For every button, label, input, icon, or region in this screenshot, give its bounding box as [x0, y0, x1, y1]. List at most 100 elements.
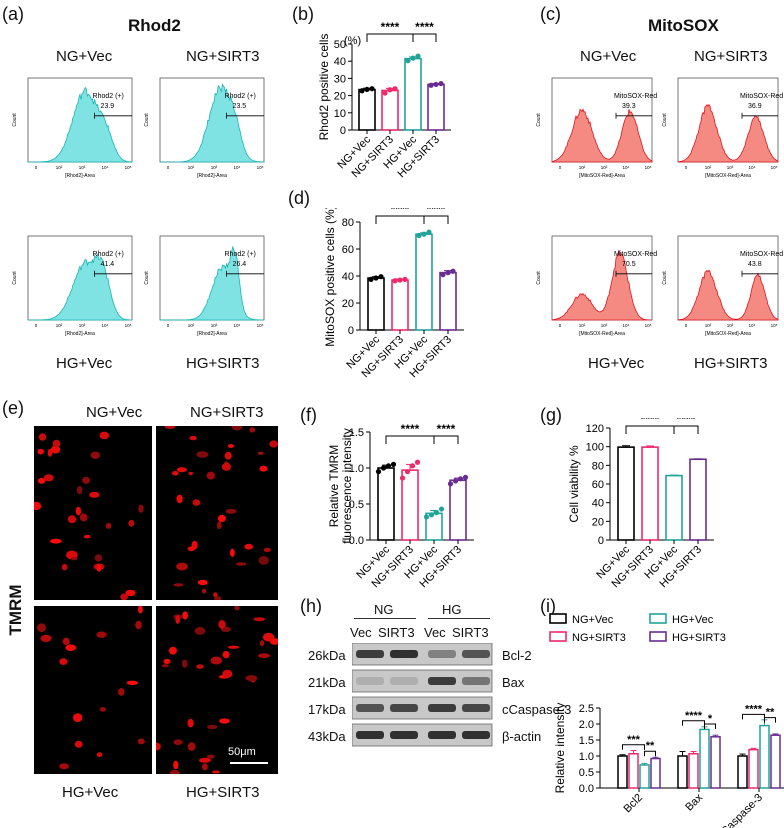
cell: [43, 474, 54, 482]
wb-group-ng: NG: [374, 602, 394, 617]
cell: [51, 445, 61, 454]
significance-bracket: [673, 425, 699, 434]
data-point: [445, 270, 451, 276]
cell: [253, 617, 266, 622]
x-tick-label: Bcl2: [621, 792, 645, 816]
cell: [38, 433, 47, 441]
cell: [218, 620, 226, 629]
wb-protein-3: cCaspase-3: [502, 702, 572, 717]
data-point: [438, 506, 445, 512]
data-point: [392, 86, 398, 92]
a-label-hg-sirt3: HG+SIRT3: [186, 355, 260, 372]
y-axis-label: Cell viability %: [567, 445, 581, 523]
significance-bracket: [644, 750, 656, 757]
bar-ng-sirt3: [401, 469, 419, 541]
y-tick-label: 0: [348, 325, 354, 337]
mitosox-title: MitoSOX: [648, 16, 719, 35]
data-point: [438, 80, 444, 87]
cell: [258, 653, 271, 659]
micrograph-ng-sirt3: [156, 426, 278, 600]
cell: [126, 680, 139, 685]
cell: [90, 451, 100, 459]
cell: [73, 713, 83, 722]
histogram-x-label: [MitoSOX-Red]-Area: [579, 173, 625, 179]
y-tick-label: 80: [592, 460, 604, 472]
histogram-tick-label: 10⁵: [257, 323, 264, 328]
panel-b-label: (b): [292, 4, 314, 24]
micrograph-hg-sirt3: [156, 606, 278, 774]
cell: [259, 465, 268, 472]
wb-ng-line: [354, 618, 416, 619]
rhod2-histogram-ng-vec: Count [Rhod2]-Area Rhod2 (+) 23.9 0 10² 10³ 10⁴…: [12, 77, 133, 179]
histogram-tick-label: 10⁴: [102, 323, 109, 328]
cell: [34, 501, 41, 511]
histogram-tick-label: 10²: [188, 323, 195, 328]
mitosox-histogram-hg-vec: Count [MitoSOX-Red]-Area MitoSOX-Red (+) 70…: [536, 235, 658, 337]
blot-band: [428, 677, 456, 685]
gate-value: 23.9: [101, 103, 115, 110]
cell: [244, 543, 253, 550]
cell: [225, 508, 237, 514]
bar: [699, 728, 710, 789]
data-point: [447, 481, 454, 487]
panel-c-label: (c): [540, 4, 561, 24]
histogram-tick-label: 10²: [579, 165, 586, 170]
cell: [89, 491, 100, 498]
y-tick-label: 40: [592, 498, 604, 510]
rhod2-histogram-ng-sirt3: Count [Rhod2]-Area Rhod2 (+) 23.5 0 10² 10³ 10⁴…: [144, 77, 265, 179]
blot-band: [390, 650, 418, 658]
micrograph-cells: [156, 606, 278, 774]
y-tick-label: 2.0: [579, 719, 594, 731]
western-blot: [352, 643, 493, 747]
gate-label: MitoSOX-Red (+): [614, 93, 658, 100]
wb-lane-1: Vec: [350, 625, 372, 640]
rhod2-histogram-hg-sirt3: Count [Rhod2]-Area Rhod2 (+) 26.4 0 10² 10³ 10⁴…: [144, 235, 265, 337]
histogram-tick-label: 10⁴: [623, 165, 630, 170]
bar: [759, 724, 770, 789]
legend-label: NG+Vec: [572, 614, 614, 626]
histogram-tick-label: 0: [35, 165, 38, 170]
histogram-x-label: [MitoSOX-Red]-Area: [579, 331, 625, 337]
bar-hg-vec: [665, 474, 683, 541]
cell: [234, 606, 240, 611]
data-point: [380, 465, 387, 471]
histogram-tick-label: 0: [559, 165, 562, 170]
legend-label: NG+SIRT3: [572, 632, 626, 644]
bar-ng-vec: [367, 277, 385, 331]
histogram-tick-label: 10⁴: [102, 165, 109, 170]
cell: [269, 440, 278, 448]
y-tick-label: 50: [334, 39, 346, 51]
blot-band: [462, 650, 490, 658]
cell: [258, 556, 269, 565]
cell: [207, 724, 218, 730]
histogram-tick-label: 10⁵: [257, 165, 264, 170]
cell: [196, 451, 209, 458]
cell: [128, 519, 135, 527]
gate-label: Rhod2 (+): [93, 251, 124, 258]
y-tick-label: 0.0: [349, 535, 364, 547]
significance-label: ****: [381, 22, 400, 34]
y-tick-label: 120: [586, 423, 604, 435]
cell: [187, 546, 195, 552]
histogram-tick-label: 0: [167, 323, 170, 328]
histogram-tick-label: 0: [35, 323, 38, 328]
panel-h-label: (h): [300, 596, 322, 616]
data-point: [423, 514, 430, 520]
cell: [163, 658, 171, 664]
significance-bracket: [366, 33, 414, 42]
cell: [175, 615, 180, 624]
y-tick-label: 20: [334, 91, 346, 103]
blot-band: [428, 731, 456, 739]
blot-band: [428, 704, 456, 712]
significance-label: ***: [627, 734, 641, 746]
gate-label: Rhod2 (+): [93, 93, 124, 100]
legend-label: HG+SIRT3: [672, 632, 726, 644]
micrograph-cells: [37, 606, 145, 770]
cell: [182, 659, 188, 668]
x-tick-label: cCaspase-3: [715, 792, 765, 828]
y-axis-label: MitoSOX positive cells (%): [323, 208, 337, 347]
y-tick-label: 20: [592, 516, 604, 528]
y-tick-label: 40: [342, 271, 354, 283]
data-point: [410, 55, 416, 61]
